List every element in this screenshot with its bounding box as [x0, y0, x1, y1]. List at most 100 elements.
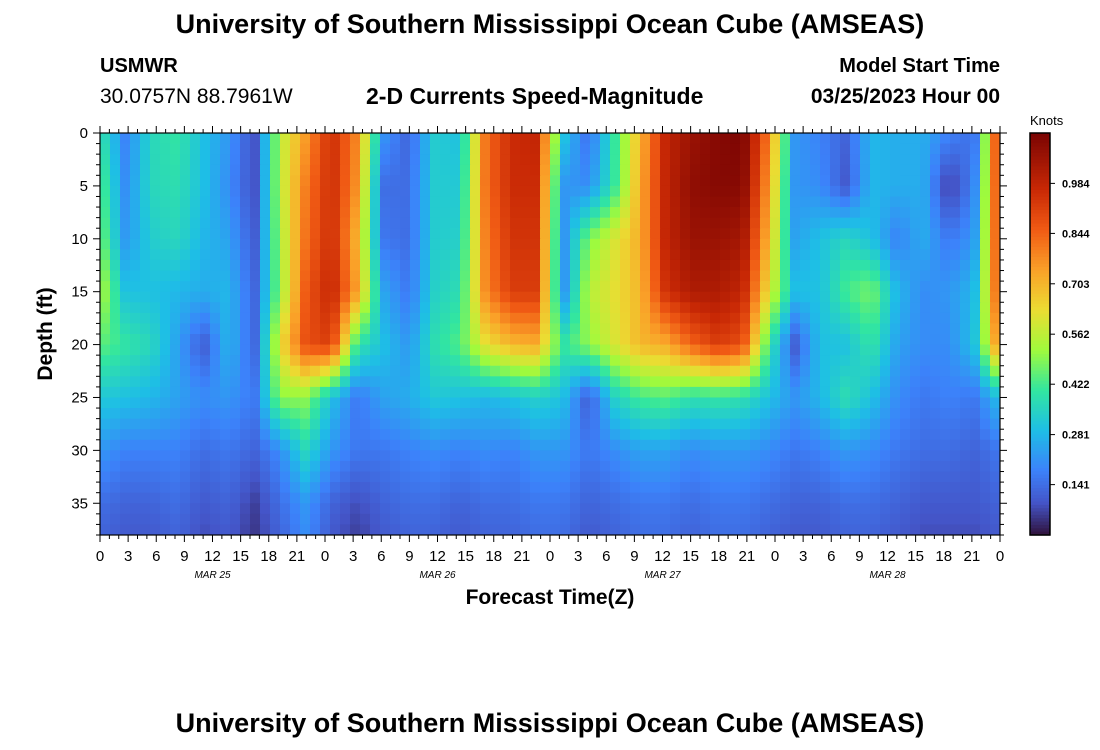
heatmap-cell — [740, 460, 751, 473]
heatmap-cell — [230, 492, 241, 504]
heatmap-cell — [300, 355, 311, 367]
heatmap-cell — [290, 471, 301, 483]
heatmap-cell — [790, 164, 801, 176]
heatmap-cell — [780, 471, 791, 483]
heatmap-cell — [360, 355, 371, 367]
heatmap-cell — [270, 408, 281, 420]
heatmap-cell — [870, 503, 881, 515]
colorbar-segment — [1030, 437, 1050, 442]
heatmap-cell — [130, 450, 141, 462]
heatmap-cell — [810, 228, 821, 240]
heatmap-cell — [690, 344, 701, 356]
heatmap-cell — [950, 355, 961, 367]
heatmap-cell — [240, 492, 251, 504]
heatmap-cell — [950, 482, 961, 494]
heatmap-cell — [140, 259, 151, 272]
heatmap-cell — [720, 154, 731, 166]
heatmap-cell — [380, 238, 391, 250]
heatmap-cell — [940, 249, 951, 261]
heatmap-cell — [270, 471, 281, 483]
heatmap-cell — [910, 228, 921, 240]
heatmap-cell — [230, 365, 241, 377]
heatmap-cell — [410, 238, 421, 250]
heatmap-cell — [390, 154, 401, 166]
heatmap-cell — [410, 439, 421, 451]
heatmap-cell — [570, 312, 581, 325]
colorbar-tick-label: 0.703 — [1062, 279, 1090, 291]
heatmap-cell — [390, 291, 401, 303]
heatmap-cell — [550, 217, 561, 229]
heatmap-cell — [700, 524, 711, 535]
heatmap-cell — [330, 397, 341, 409]
heatmap-cell — [240, 196, 251, 208]
heatmap-cell — [160, 344, 171, 356]
heatmap-cell — [180, 154, 191, 166]
heatmap-cell — [920, 418, 931, 430]
heatmap-cell — [590, 355, 601, 367]
heatmap-cell — [590, 460, 601, 473]
chart-title-repeat: University of Southern Mississippi Ocean… — [175, 708, 925, 738]
heatmap-cell — [630, 143, 641, 155]
heatmap-cell — [880, 429, 891, 441]
heatmap-cell — [480, 355, 491, 367]
heatmap-cell — [720, 291, 731, 303]
heatmap-cell — [550, 365, 561, 377]
heatmap-cell — [900, 344, 911, 356]
heatmap-cell — [630, 513, 641, 526]
heatmap-cell — [330, 207, 341, 219]
heatmap-cell — [560, 418, 571, 430]
heatmap-cell — [160, 323, 171, 335]
heatmap-cell — [840, 429, 851, 441]
heatmap-cell — [820, 408, 831, 420]
heatmap-cell — [690, 164, 701, 176]
heatmap-cell — [150, 164, 161, 176]
heatmap-cell — [830, 164, 841, 176]
heatmap-cell — [470, 185, 481, 198]
heatmap-cell — [520, 355, 531, 367]
heatmap-cell — [960, 439, 971, 451]
heatmap-cell — [540, 270, 551, 282]
heatmap-cell — [270, 482, 281, 494]
heatmap-cell — [870, 524, 881, 535]
heatmap-cell — [720, 524, 731, 535]
heatmap-cell — [510, 249, 521, 261]
heatmap-cell — [290, 323, 301, 335]
heatmap-cell — [870, 217, 881, 229]
heatmap-cell — [410, 133, 421, 145]
heatmap-cell — [170, 133, 181, 145]
heatmap-cell — [320, 524, 331, 535]
colorbar-tick-label: 0.422 — [1062, 379, 1090, 391]
heatmap-cell — [840, 249, 851, 261]
heatmap-cell — [490, 249, 501, 261]
heatmap-cell — [700, 143, 711, 155]
heatmap-cell — [900, 355, 911, 367]
heatmap-cell — [830, 355, 841, 367]
heatmap-cell — [360, 492, 371, 504]
colorbar-segment — [1030, 300, 1050, 305]
heatmap-cell — [990, 376, 1000, 388]
heatmap-cell — [890, 259, 901, 272]
heatmap-cell — [370, 175, 381, 187]
heatmap-cell — [850, 154, 861, 166]
heatmap-cell — [170, 238, 181, 250]
heatmap-cell — [330, 418, 341, 430]
heatmap-cell — [300, 196, 311, 208]
heatmap-cell — [670, 397, 681, 409]
heatmap-cell — [420, 376, 431, 388]
heatmap-cell — [690, 365, 701, 377]
heatmap-cell — [540, 355, 551, 367]
heatmap-cell — [240, 228, 251, 240]
heatmap-cell — [430, 249, 441, 261]
heatmap-cell — [330, 376, 341, 388]
heatmap-cell — [390, 185, 401, 198]
heatmap-cell — [960, 312, 971, 325]
heatmap-cell — [810, 291, 821, 303]
heatmap-cell — [410, 408, 421, 420]
heatmap-cell — [220, 164, 231, 176]
heatmap-cell — [860, 175, 871, 187]
heatmap-cell — [430, 207, 441, 219]
heatmap-cell — [340, 312, 351, 325]
heatmap-cell — [290, 249, 301, 261]
heatmap-cell — [280, 164, 291, 176]
heatmap-cell — [170, 291, 181, 303]
